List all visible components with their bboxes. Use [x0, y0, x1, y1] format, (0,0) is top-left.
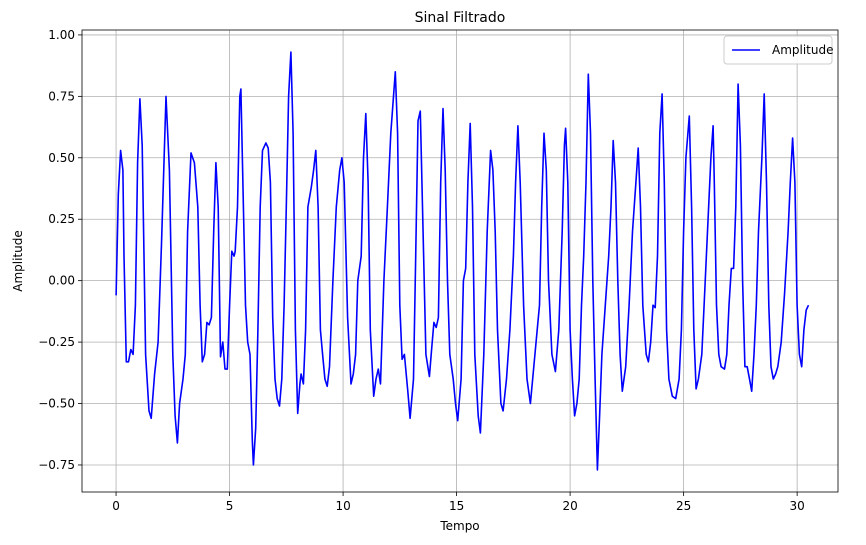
y-axis-label: Amplitude — [11, 230, 25, 292]
y-tick-label: 0.00 — [48, 274, 75, 288]
y-tick-label: 0.25 — [48, 212, 75, 226]
y-tick-label: −0.50 — [38, 397, 75, 411]
series-layer — [115, 51, 810, 471]
y-tick-label: 1.00 — [48, 28, 75, 42]
x-tick-label: 10 — [335, 499, 350, 513]
x-tick-label: 20 — [562, 499, 577, 513]
chart-title: Sinal Filtrado — [415, 10, 506, 26]
x-tick-label: 5 — [226, 499, 234, 513]
y-gridlines — [82, 34, 838, 466]
y-tick-label: 0.50 — [48, 151, 75, 165]
x-tick-label: 15 — [449, 499, 464, 513]
x-axis-ticks: 0 5 10 15 20 25 30 — [112, 492, 805, 513]
y-tick-label: 0.75 — [48, 89, 75, 103]
legend-label: Amplitude — [772, 43, 834, 57]
x-tick-label: 0 — [112, 499, 120, 513]
plot-area — [82, 30, 838, 492]
legend: Amplitude — [723, 35, 834, 65]
x-tick-label: 30 — [789, 499, 804, 513]
series-line-amplitude — [115, 51, 810, 471]
x-tick-label: 25 — [676, 499, 691, 513]
y-tick-label: −0.25 — [38, 335, 75, 349]
y-axis-ticks: −0.75 −0.50 −0.25 0.00 0.25 0.50 0.75 1.00 — [38, 28, 82, 472]
y-tick-label: −0.75 — [38, 458, 75, 472]
legend-box — [723, 35, 833, 65]
x-axis-label: Tempo — [439, 519, 479, 533]
plot-frame — [81, 29, 839, 493]
